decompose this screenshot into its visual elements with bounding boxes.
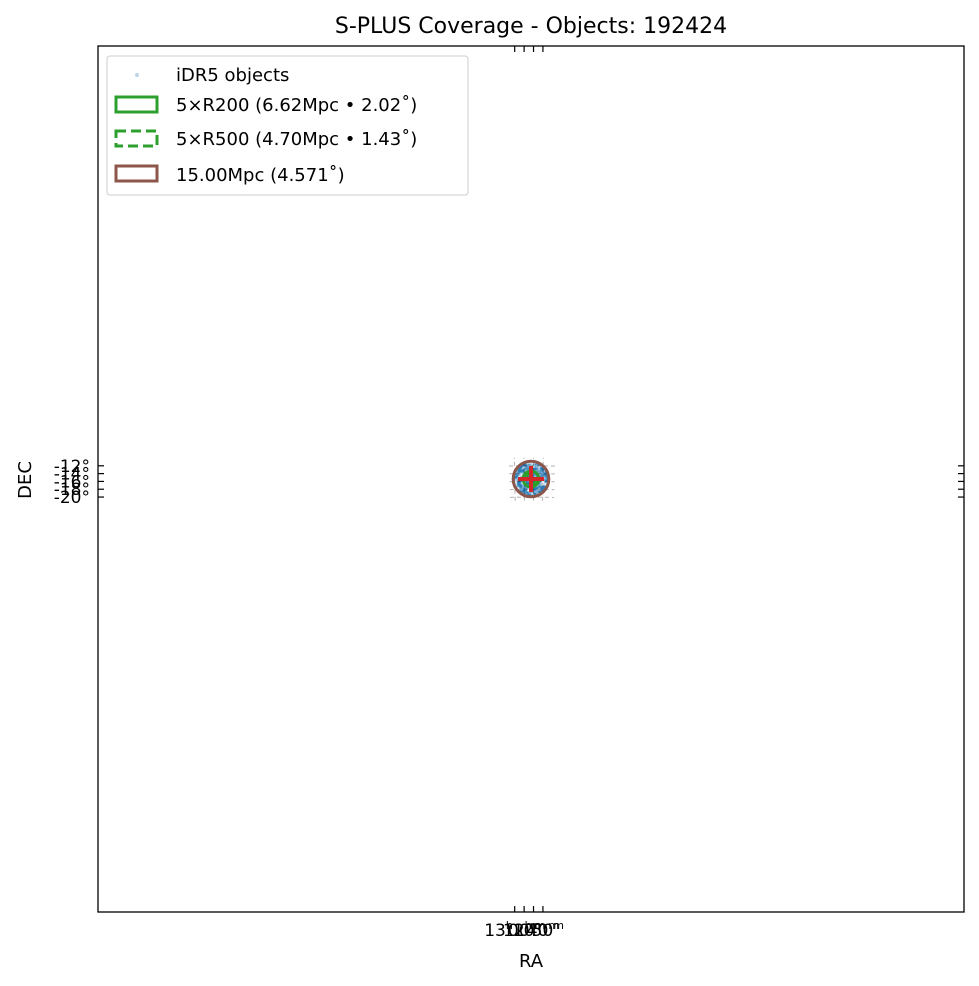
- legend-label-r200: 5×R200 (6.62Mpc • 2.02˚): [176, 95, 417, 116]
- plot-area: [509, 457, 555, 501]
- chart-title: S-PLUS Coverage - Objects: 192424: [335, 14, 727, 39]
- legend-label-15mpc: 15.00Mpc (4.571˚): [176, 165, 345, 186]
- legend-label-points: iDR5 objects: [176, 65, 289, 86]
- legend-label-r500: 5×R500 (4.70Mpc • 1.43˚): [176, 129, 417, 150]
- circle-2: [511, 459, 551, 499]
- plot-frame: [97, 45, 965, 913]
- y-axis-label: DEC: [15, 461, 36, 499]
- dec-tick-label-2: -16°: [54, 472, 90, 492]
- dec-tick-label-0: -12°: [54, 457, 90, 477]
- dec-tick-label-1: -14°: [54, 465, 90, 485]
- legend-marker-points: [135, 73, 139, 77]
- legend: iDR5 objects 5×R200 (6.62Mpc • 2.02˚) 5×…: [106, 55, 469, 196]
- center-marker: [518, 466, 544, 492]
- ra-tick-label-2: 12h50m: [503, 919, 564, 941]
- ra-tick-label-3: 40m: [527, 919, 559, 941]
- ra-tick-label-1: 00m: [508, 919, 540, 941]
- dec-tick-label-4: -20°: [54, 488, 90, 508]
- legend-marker-15mpc: [114, 164, 159, 183]
- legend-marker-r500: [114, 129, 159, 148]
- ra-tick-label-0: 13h10m: [484, 919, 545, 941]
- legend-marker-r200: [114, 95, 159, 114]
- legend-box: [106, 55, 469, 196]
- dec-tick-label-3: -18°: [54, 480, 90, 500]
- x-axis-label: RA: [519, 951, 544, 972]
